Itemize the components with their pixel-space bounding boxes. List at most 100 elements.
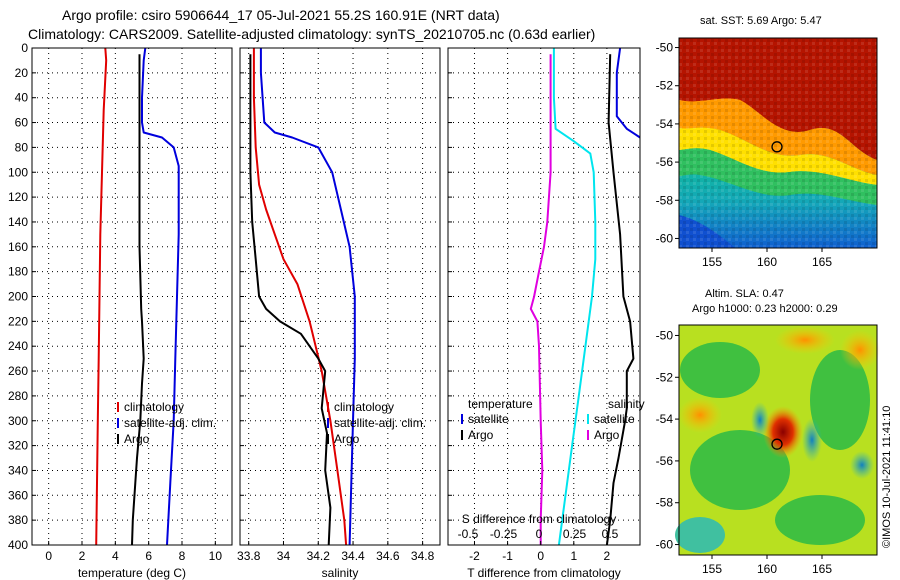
map-y-tick-label: -54: [656, 117, 674, 131]
sla-map-subtitle: Argo h1000: 0.23 h2000: 0.29: [692, 303, 838, 315]
legend-label: satellite: [594, 412, 635, 426]
sla-orange-blob-3: [840, 330, 880, 370]
x-axis-label: salinity: [322, 566, 359, 580]
y-tick-label: 180: [8, 265, 28, 279]
y-tick-label: 240: [8, 339, 28, 353]
y-tick-label: 120: [8, 190, 28, 204]
sst-argo-marker: [771, 141, 783, 153]
sla-green-blob-4: [775, 495, 865, 545]
x-tick-label: 34.4: [341, 549, 365, 563]
sst-map-ticks: 155 160 165 -50 -52 -54 -56 -58 -60: [656, 41, 833, 269]
figure-title-line1: Argo profile: csiro 5906644_17 05-Jul-20…: [62, 7, 500, 23]
sla-red-eddy: [763, 406, 803, 458]
legend-label: climatology: [124, 400, 184, 414]
map-y-tick-label: -52: [656, 79, 674, 93]
y-tick-label: 0: [21, 41, 28, 55]
series-t-argo: [605, 54, 635, 545]
x-tick-label: 1: [570, 549, 577, 563]
x-axis-label: T difference from climatology: [467, 566, 621, 580]
sla-argo-marker: [771, 438, 783, 450]
y-tick-label: 140: [8, 215, 28, 229]
y-tick-label: 100: [8, 165, 28, 179]
y-tick-label: 340: [8, 463, 28, 477]
sst-map-frame: [678, 37, 878, 249]
s-diff-tick-label: 0.25: [563, 527, 587, 541]
y-tick-label: 260: [8, 364, 28, 378]
s-diff-tick-label: 0: [536, 527, 543, 541]
x-tick-label: 34.2: [307, 549, 331, 563]
sst-texture: [679, 38, 877, 248]
series-t-satellite: [615, 48, 640, 139]
x-tick-label: 6: [145, 549, 152, 563]
legend-label: Argo: [124, 432, 150, 446]
x-tick-label: 34: [277, 549, 291, 563]
y-tick-label: 220: [8, 314, 28, 328]
legend-label: satellite-adj. clim.: [124, 416, 216, 430]
series-satellite-adj-clim-: [141, 48, 180, 545]
sla-map-title: Altim. SLA: 0.47: [705, 288, 784, 300]
map-y-tick-label: -56: [656, 155, 674, 169]
legend-label: Argo: [468, 428, 494, 442]
series-argo: [249, 54, 332, 545]
map-y-tick-label: -50: [656, 41, 674, 55]
map-x-tick-label: 165: [812, 562, 832, 576]
y-tick-label: 280: [8, 389, 28, 403]
map-x-tick-label: 160: [757, 255, 777, 269]
s-diff-tick-label: -0.25: [490, 527, 518, 541]
series-satellite-adj-clim-: [259, 48, 356, 545]
map-y-tick-label: -58: [656, 193, 674, 207]
legend-label: Argo: [334, 432, 360, 446]
map-y-tick-label: -60: [656, 231, 674, 245]
sla-orange-blob-1: [678, 397, 722, 433]
map-y-tick-label: -52: [656, 370, 674, 384]
series-argo: [131, 54, 145, 545]
x-tick-label: 0: [45, 549, 52, 563]
sst-map-panel: sat. SST: 5.69 Argo: 5.47 155 160 165 -50 -5…: [656, 15, 878, 269]
series-climatology: [95, 48, 108, 545]
sla-map-panel: Altim. SLA: 0.47 Argo h1000: 0.23 h2000:…: [656, 288, 880, 576]
y-tick-label: 320: [8, 439, 28, 453]
x-tick-label: 34.8: [411, 549, 435, 563]
sst-map-title: sat. SST: 5.69 Argo: 5.47: [700, 15, 822, 27]
legend-title-temperature: temperature: [468, 397, 533, 411]
y-tick-label: 300: [8, 414, 28, 428]
sla-green-blob-3: [690, 430, 790, 510]
legend-label: satellite-adj. clim.: [334, 416, 426, 430]
x-axis-label: temperature (deg C): [78, 566, 186, 580]
x-tick-label: 2: [604, 549, 611, 563]
y-tick-label: 360: [8, 488, 28, 502]
series-climatology: [252, 48, 348, 545]
y-tick-label: 400: [8, 538, 28, 552]
map-y-tick-label: -56: [656, 454, 674, 468]
sla-orange-blob-2: [775, 326, 835, 354]
x-tick-label: 0: [537, 549, 544, 563]
map-y-tick-label: -60: [656, 538, 674, 552]
s-diff-tick-label: -0.5: [458, 527, 479, 541]
y-tick-label: 160: [8, 240, 28, 254]
map-y-tick-label: -54: [656, 412, 674, 426]
profile-panel-1: 0204060801001201401601802002202402602803…: [8, 41, 233, 580]
y-tick-label: 80: [15, 140, 29, 154]
x-tick-label: 33.8: [237, 549, 261, 563]
legend-title-salinity: salinity: [608, 397, 645, 411]
profile-panel-2: 33.8 34 34.2 34.4 34.6 34.8 salinity climatolog…: [237, 47, 441, 580]
map-x-tick-label: 165: [812, 255, 832, 269]
map-x-tick-label: 155: [702, 255, 722, 269]
sla-map-ticks: 155 160 165 -50 -52 -54 -56 -58 -60: [656, 328, 833, 576]
sla-blue-eddy-3: [850, 451, 874, 479]
series-s-argo: [529, 54, 552, 545]
map-y-tick-label: -58: [656, 496, 674, 510]
map-x-tick-label: 155: [702, 562, 722, 576]
y-tick-label: 60: [15, 116, 29, 130]
sla-green-blob-2: [810, 350, 870, 450]
sla-blue-eddy-1: [802, 418, 822, 462]
x-tick-label: -2: [469, 549, 480, 563]
sla-map-frame: [678, 324, 878, 556]
x-tick-label: 4: [112, 549, 119, 563]
sla-green-blob-1: [680, 342, 760, 398]
y-tick-label: 200: [8, 290, 28, 304]
sla-teal-blob: [675, 517, 725, 553]
x-tick-label: 34.6: [376, 549, 400, 563]
profile-panel-3: -2 -1 0 1 2 T difference from climatology S di…: [447, 47, 645, 580]
